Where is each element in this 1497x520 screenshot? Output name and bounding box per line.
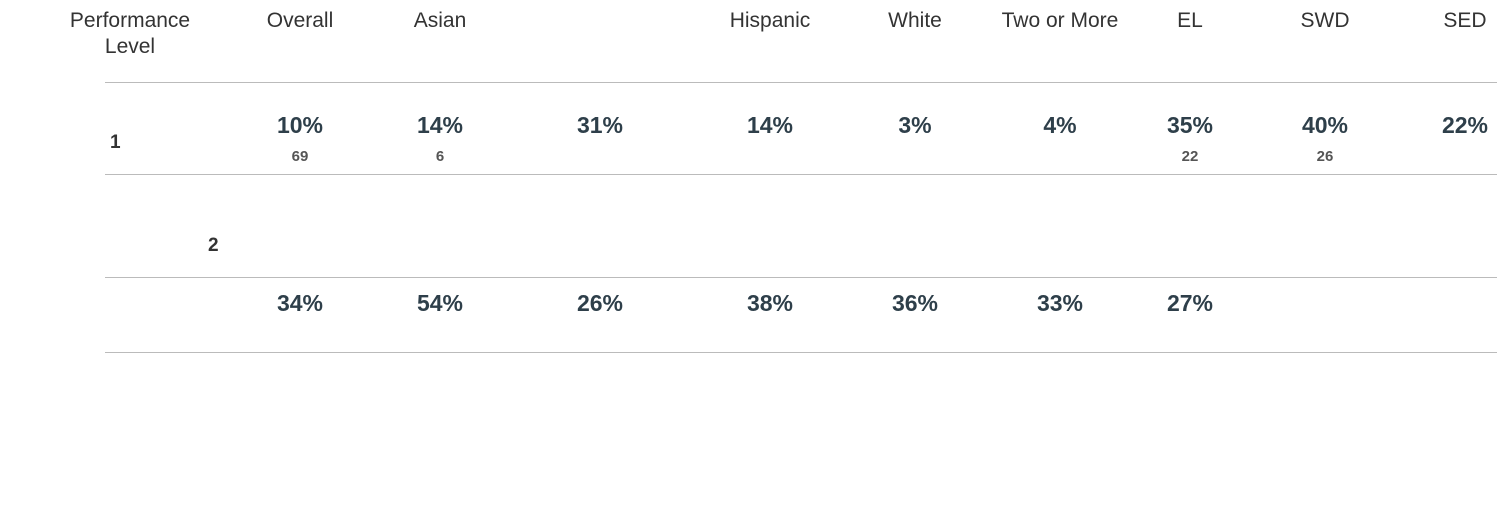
column-header: White [888,9,942,32]
row-rule [105,277,1497,278]
percent: 14% [416,112,464,138]
count: 26 [1316,148,1334,165]
percent: 4% [1043,112,1077,138]
row-rule [105,174,1497,175]
row-level: 1 [110,132,121,153]
percent: 31% [576,112,624,138]
percent: 3% [898,112,932,138]
percent: 36% [891,290,939,316]
column-header: SWD [1300,9,1350,32]
column-header: Asian [413,9,467,32]
column-header: EL [1177,9,1203,32]
column-header: Overall [266,9,334,32]
percent: 33% [1036,290,1084,316]
row-rule [105,352,1497,353]
column-header: SED [1443,9,1487,32]
column-header: Hispanic [729,9,811,32]
percent: 54% [416,290,464,316]
percent: 14% [746,112,794,138]
percent: 10% [276,112,324,138]
percent: 26% [576,290,624,316]
row-level: 2 [208,235,219,256]
count: 6 [435,148,445,165]
percent: 40% [1301,112,1349,138]
percent: 27% [1166,290,1214,316]
percent: 22% [1441,112,1489,138]
column-header: Two or More [1001,9,1119,32]
column-header: Performance Level [69,9,191,58]
header-rule [105,82,1497,83]
percent: 34% [276,290,324,316]
count: 22 [1181,148,1199,165]
percent: 35% [1166,112,1214,138]
percent: 38% [746,290,794,316]
count: 69 [291,148,309,165]
